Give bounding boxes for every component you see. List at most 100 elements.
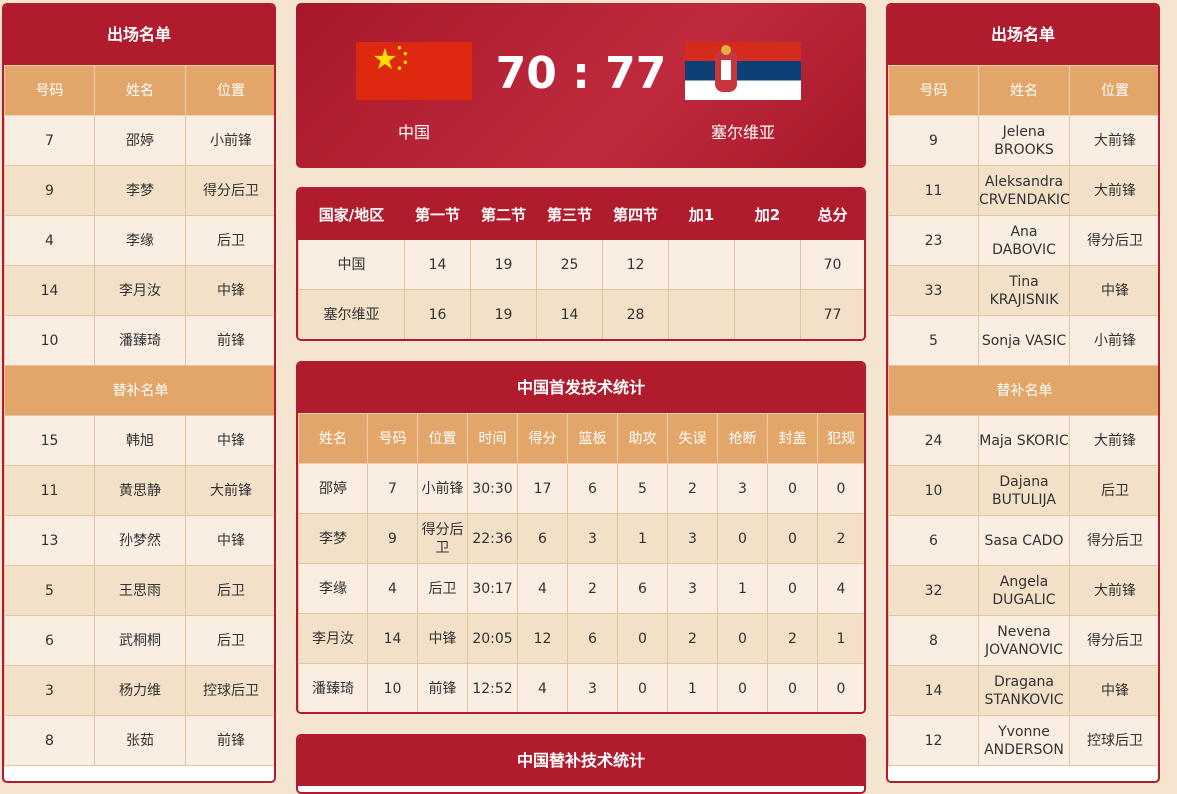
- starter-stats-panel: 中国首发技术统计 姓名 号码 位置 时间 得分 篮板 助攻 失误 抢断 封盖 犯规 邵婷 7 小前锋 30:…: [296, 361, 866, 714]
- roster-cell: 杨力维: [94, 665, 186, 716]
- roster-row: 14 Dragana STANKOVIC 中锋: [888, 665, 1158, 716]
- score-text: 70 : 77: [495, 48, 667, 99]
- roster-row: 33 Tina KRAJISNIK 中锋: [888, 265, 1158, 316]
- table-cell: 李缘: [298, 563, 368, 614]
- roster-row: 14 李月汝 中锋: [4, 265, 274, 316]
- sub-stats-panel: 中国替补技术统计: [296, 734, 866, 794]
- table-cell: 2: [767, 613, 818, 664]
- roster-cell: Nevena JOVANOVIC: [978, 615, 1070, 666]
- roster-cell: 33: [888, 265, 979, 316]
- table-cell: 2: [567, 563, 618, 614]
- table-row: 邵婷 7 小前锋 30:30 17 6 5 2 3 0 0: [298, 463, 864, 514]
- roster-cell: 32: [888, 565, 979, 616]
- table-cell: 后卫: [417, 563, 468, 614]
- roster-header: 号码 姓名 位置: [888, 65, 1158, 116]
- table-cell: 0: [817, 663, 864, 712]
- roster-cell: Yvonne ANDERSON: [978, 715, 1070, 766]
- table-cell: 2: [667, 463, 718, 514]
- roster-cell: 控球后卫: [185, 665, 274, 716]
- roster-cell: 11: [4, 465, 95, 516]
- roster-cell: 李缘: [94, 215, 186, 266]
- table-row: 李梦 9 得分后卫 22:36 6 3 1 3 0 0 2: [298, 513, 864, 564]
- roster-cell: 11: [888, 165, 979, 216]
- roster-cell: 15: [4, 415, 95, 466]
- roster-cell: 中锋: [185, 265, 274, 316]
- column-header: 时间: [467, 413, 518, 464]
- table-cell: 1: [617, 513, 668, 564]
- roster-cell: 武桐桐: [94, 615, 186, 666]
- roster-cell: 9: [888, 115, 979, 166]
- roster-row: 13 孙梦然 中锋: [4, 515, 274, 566]
- roster-cell: 中锋: [1069, 665, 1158, 716]
- roster-row: 5 Sonja VASIC 小前锋: [888, 315, 1158, 366]
- roster-cell: 潘臻琦: [94, 315, 186, 366]
- table-cell: [668, 289, 735, 339]
- table-cell: 0: [817, 463, 864, 514]
- column-header: 助攻: [617, 413, 668, 464]
- roster-row: 3 杨力维 控球后卫: [4, 665, 274, 716]
- roster-cell: 4: [4, 215, 95, 266]
- table-cell: 小前锋: [417, 463, 468, 514]
- quarter-score-table: 国家/地区 第一节 第二节 第三节 第四节 加1 加2 总分 中国 14 19 25 12 70 塞尔维亚 1…: [298, 189, 864, 339]
- roster-cell: 韩旭: [94, 415, 186, 466]
- table-cell: 6: [567, 463, 618, 514]
- roster-row: 5 王思雨 后卫: [4, 565, 274, 616]
- roster-cell: 8: [888, 615, 979, 666]
- column-header: 姓名: [94, 65, 186, 116]
- roster-row: 4 李缘 后卫: [4, 215, 274, 266]
- column-header: 号码: [888, 65, 979, 116]
- table-cell: 20:05: [467, 613, 518, 664]
- roster-cell: 黄思静: [94, 465, 186, 516]
- roster-row: 6 武桐桐 后卫: [4, 615, 274, 666]
- table-cell: 0: [717, 663, 768, 712]
- table-cell: 30:17: [467, 563, 518, 614]
- column-header: 抢断: [717, 413, 768, 464]
- roster-cell: 9: [4, 165, 95, 216]
- roster-cell: Sasa CADO: [978, 515, 1070, 566]
- roster-cell: 前锋: [185, 715, 274, 766]
- roster-cell: 8: [4, 715, 95, 766]
- table-cell: 28: [602, 289, 669, 339]
- table-cell: 中锋: [417, 613, 468, 664]
- roster-row: 10 潘臻琦 前锋: [4, 315, 274, 366]
- table-cell: 14: [367, 613, 418, 664]
- column-header: 得分: [517, 413, 568, 464]
- table-cell: 14: [404, 239, 471, 290]
- roster-cell: 后卫: [185, 215, 274, 266]
- roster-cell: Jelena BROOKS: [978, 115, 1070, 166]
- right-roster-table: 号码 姓名 位置 9 Jelena BROOKS 大前锋 11 Aleksandra CRVE…: [888, 65, 1158, 766]
- roster-cell: 10: [4, 315, 95, 366]
- column-header: 姓名: [978, 65, 1070, 116]
- table-cell: 25: [536, 239, 603, 290]
- table-cell: 0: [767, 563, 818, 614]
- table-cell: 0: [717, 513, 768, 564]
- roster-row: 6 Sasa CADO 得分后卫: [888, 515, 1158, 566]
- table-cell: 4: [817, 563, 864, 614]
- roster-row: 32 Angela DUGALIC 大前锋: [888, 565, 1158, 616]
- column-header: 位置: [185, 65, 274, 116]
- column-header: 第一节: [404, 189, 471, 240]
- table-cell: 得分后卫: [417, 513, 468, 564]
- left-roster-title: 出场名单: [4, 5, 274, 65]
- table-cell: 前锋: [417, 663, 468, 712]
- roster-cell: 中锋: [185, 515, 274, 566]
- table-cell: 0: [767, 463, 818, 514]
- column-header: 总分: [800, 189, 864, 240]
- roster-cell: 12: [888, 715, 979, 766]
- roster-row: 11 黄思静 大前锋: [4, 465, 274, 516]
- roster-row: 23 Ana DABOVIC 得分后卫: [888, 215, 1158, 266]
- roster-cell: Aleksandra CRVENDAKIC: [978, 165, 1070, 216]
- roster-cell: 7: [4, 115, 95, 166]
- table-cell: 李月汝: [298, 613, 368, 664]
- table-cell: 1: [817, 613, 864, 664]
- roster-cell: 邵婷: [94, 115, 186, 166]
- roster-cell: 6: [4, 615, 95, 666]
- column-header: 加2: [734, 189, 801, 240]
- table-cell: 19: [470, 239, 537, 290]
- roster-row: 15 韩旭 中锋: [4, 415, 274, 466]
- roster-cell: 中锋: [1069, 265, 1158, 316]
- scoreboard: 70 : 77 中国 塞尔维亚: [296, 3, 866, 168]
- table-cell: 10: [367, 663, 418, 712]
- roster-cell: 小前锋: [185, 115, 274, 166]
- serbia-flag-icon: [685, 42, 801, 100]
